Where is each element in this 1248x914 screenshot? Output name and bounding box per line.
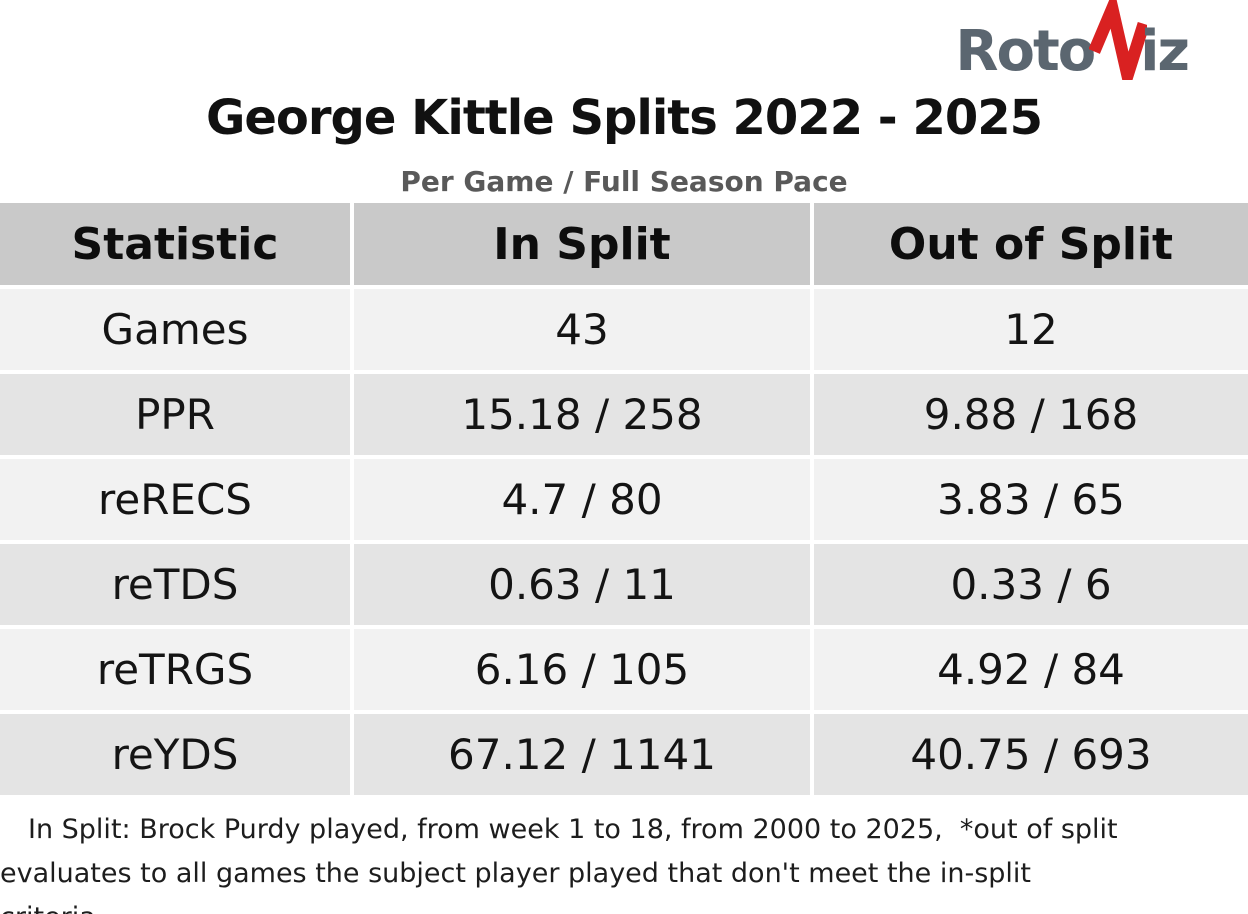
value-cell: 9.88 / 168 <box>814 374 1248 455</box>
value-cell: 0.33 / 6 <box>814 544 1248 625</box>
stats-table: Statistic In Split Out of Split Games 43… <box>0 203 1248 795</box>
value-cell: 6.16 / 105 <box>354 629 810 710</box>
header-cell-in-split: In Split <box>354 203 810 285</box>
value-cell: 12 <box>814 289 1248 370</box>
value-cell: 40.75 / 693 <box>814 714 1248 795</box>
page-title: George Kittle Splits 2022 - 2025 <box>205 90 1043 146</box>
value-cell: 3.83 / 65 <box>814 459 1248 540</box>
value-cell: 4.7 / 80 <box>354 459 810 540</box>
pulse-v-icon <box>1089 0 1148 80</box>
stat-cell: reYDS <box>0 714 350 795</box>
footnote: In Split: Brock Purdy played, from week … <box>0 808 1248 914</box>
value-cell: 4.92 / 84 <box>814 629 1248 710</box>
footnote-line: criteria <box>0 896 1248 914</box>
value-cell: 67.12 / 1141 <box>354 714 810 795</box>
stat-cell: reRECS <box>0 459 350 540</box>
header-cell-out-of-split: Out of Split <box>814 203 1248 285</box>
page-subtitle: Per Game / Full Season Pace <box>400 165 848 198</box>
footnote-line: In Split: Brock Purdy played, from week … <box>28 814 1118 845</box>
value-cell: 0.63 / 11 <box>354 544 810 625</box>
value-cell: 15.18 / 258 <box>354 374 810 455</box>
stat-cell: PPR <box>0 374 350 455</box>
stat-cell: reTDS <box>0 544 350 625</box>
stat-cell: reTRGS <box>0 629 350 710</box>
logo-text-iz: iz <box>1140 19 1190 84</box>
logo-text-roto: Roto <box>955 19 1096 84</box>
rotoviz-logo: Roto iz <box>955 0 1190 84</box>
header-cell-statistic: Statistic <box>0 203 350 285</box>
stat-cell: Games <box>0 289 350 370</box>
value-cell: 43 <box>354 289 810 370</box>
footnote-line: evaluates to all games the subject playe… <box>0 858 1032 889</box>
